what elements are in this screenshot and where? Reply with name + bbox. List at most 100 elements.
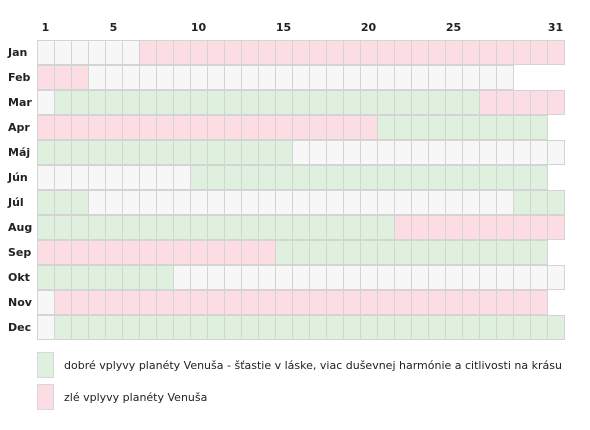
day-cell-Apr-17 bbox=[309, 115, 327, 140]
day-cell-Sep-17 bbox=[309, 240, 327, 265]
day-cell-Nov-12 bbox=[224, 290, 242, 315]
day-cell-Mar-25 bbox=[445, 90, 463, 115]
day-cell-Júl-12 bbox=[224, 190, 242, 215]
day-cell-Apr-8 bbox=[156, 115, 174, 140]
day-cell-Mar-9 bbox=[173, 90, 191, 115]
day-cell-Sep-19 bbox=[343, 240, 361, 265]
day-cell-Aug-29 bbox=[513, 215, 531, 240]
day-cell-Sep-7 bbox=[139, 240, 157, 265]
day-cell-Dec-22 bbox=[394, 315, 412, 340]
day-cell-Sep-1 bbox=[37, 240, 55, 265]
day-cell-Máj-22 bbox=[394, 140, 412, 165]
day-cell-Dec-9 bbox=[173, 315, 191, 340]
day-cell-Sep-2 bbox=[54, 240, 72, 265]
day-cell-Apr-3 bbox=[71, 115, 89, 140]
day-cell-Okt-7 bbox=[139, 265, 157, 290]
day-cell-Okt-26 bbox=[462, 265, 480, 290]
day-cell-Apr-18 bbox=[326, 115, 344, 140]
day-cell-Jan-24 bbox=[428, 40, 446, 65]
day-cell-Jún-10 bbox=[190, 165, 208, 190]
day-cell-Okt-2 bbox=[54, 265, 72, 290]
day-cell-Feb-22 bbox=[394, 65, 412, 90]
day-cell-Jan-14 bbox=[258, 40, 276, 65]
day-cell-Máj-12 bbox=[224, 140, 242, 165]
day-cell-Sep-16 bbox=[292, 240, 310, 265]
month-label-Jan: Jan bbox=[7, 46, 27, 59]
day-cell-Aug-8 bbox=[156, 215, 174, 240]
day-cell-Feb-26 bbox=[462, 65, 480, 90]
day-cell-Nov-24 bbox=[428, 290, 446, 315]
month-label-Jún: Jún bbox=[7, 171, 28, 184]
day-cell-Mar-23 bbox=[411, 90, 429, 115]
day-cell-Júl-4 bbox=[88, 190, 106, 215]
day-cell-Sep-27 bbox=[479, 240, 497, 265]
day-cell-Máj-19 bbox=[343, 140, 361, 165]
day-cell-Dec-29 bbox=[513, 315, 531, 340]
day-cell-Nov-4 bbox=[88, 290, 106, 315]
day-cell-Dec-25 bbox=[445, 315, 463, 340]
day-cell-Mar-21 bbox=[377, 90, 395, 115]
day-cell-Feb-28 bbox=[496, 65, 514, 90]
day-cell-Jan-25 bbox=[445, 40, 463, 65]
day-cell-Aug-2 bbox=[54, 215, 72, 240]
day-cell-Nov-28 bbox=[496, 290, 514, 315]
day-cell-Dec-31 bbox=[547, 315, 565, 340]
day-cell-Feb-6 bbox=[122, 65, 140, 90]
day-cell-Apr-19 bbox=[343, 115, 361, 140]
day-cell-Máj-7 bbox=[139, 140, 157, 165]
day-cell-Júl-18 bbox=[326, 190, 344, 215]
day-tick-label-5: 5 bbox=[110, 21, 118, 34]
day-cell-Sep-5 bbox=[105, 240, 123, 265]
day-cell-Máj-4 bbox=[88, 140, 106, 165]
day-tick-label-15: 15 bbox=[276, 21, 291, 34]
day-cell-Máj-26 bbox=[462, 140, 480, 165]
day-cell-Máj-25 bbox=[445, 140, 463, 165]
month-row-Jún: Jún bbox=[7, 165, 548, 190]
day-cell-Okt-25 bbox=[445, 265, 463, 290]
day-cell-Okt-21 bbox=[377, 265, 395, 290]
day-cell-Aug-4 bbox=[88, 215, 106, 240]
day-cell-Jún-23 bbox=[411, 165, 429, 190]
day-cell-Júl-13 bbox=[241, 190, 259, 215]
day-cell-Dec-20 bbox=[360, 315, 378, 340]
legend-label-good: dobré vplyvy planéty Venuša - šťastie v … bbox=[64, 358, 562, 372]
day-cell-Sep-29 bbox=[513, 240, 531, 265]
day-cell-Nov-15 bbox=[275, 290, 293, 315]
day-cell-Sep-15 bbox=[275, 240, 293, 265]
day-cell-Máj-3 bbox=[71, 140, 89, 165]
day-cell-Aug-25 bbox=[445, 215, 463, 240]
day-cell-Aug-21 bbox=[377, 215, 395, 240]
day-cell-Mar-4 bbox=[88, 90, 106, 115]
day-cell-Sep-24 bbox=[428, 240, 446, 265]
day-cell-Feb-19 bbox=[343, 65, 361, 90]
day-cell-Jún-14 bbox=[258, 165, 276, 190]
day-cell-Júl-3 bbox=[71, 190, 89, 215]
day-tick-label-20: 20 bbox=[361, 21, 377, 34]
day-cell-Mar-11 bbox=[207, 90, 225, 115]
month-label-Okt: Okt bbox=[8, 271, 30, 284]
day-cell-Júl-2 bbox=[54, 190, 72, 215]
day-cell-Okt-29 bbox=[513, 265, 531, 290]
day-cell-Dec-2 bbox=[54, 315, 72, 340]
day-cell-Jan-29 bbox=[513, 40, 531, 65]
day-cell-Feb-20 bbox=[360, 65, 378, 90]
day-cell-Mar-3 bbox=[71, 90, 89, 115]
month-row-Okt: Okt bbox=[8, 265, 565, 290]
day-cell-Feb-24 bbox=[428, 65, 446, 90]
day-cell-Apr-10 bbox=[190, 115, 208, 140]
month-rows: Jan Feb Mar Apr Máj Jún Júl Aug Sep Okt Nov Dec bbox=[7, 40, 565, 340]
day-cell-Jún-19 bbox=[343, 165, 361, 190]
day-cell-Dec-10 bbox=[190, 315, 208, 340]
month-label-Apr: Apr bbox=[8, 121, 30, 134]
day-cell-Jún-16 bbox=[292, 165, 310, 190]
month-row-Feb: Feb bbox=[8, 65, 514, 90]
day-cell-Feb-11 bbox=[207, 65, 225, 90]
day-cell-Jún-15 bbox=[275, 165, 293, 190]
day-cell-Jan-22 bbox=[394, 40, 412, 65]
day-cell-Jan-5 bbox=[105, 40, 123, 65]
day-cell-Júl-20 bbox=[360, 190, 378, 215]
day-cell-Apr-6 bbox=[122, 115, 140, 140]
day-cell-Jan-28 bbox=[496, 40, 514, 65]
day-cell-Jan-21 bbox=[377, 40, 395, 65]
day-cell-Mar-20 bbox=[360, 90, 378, 115]
